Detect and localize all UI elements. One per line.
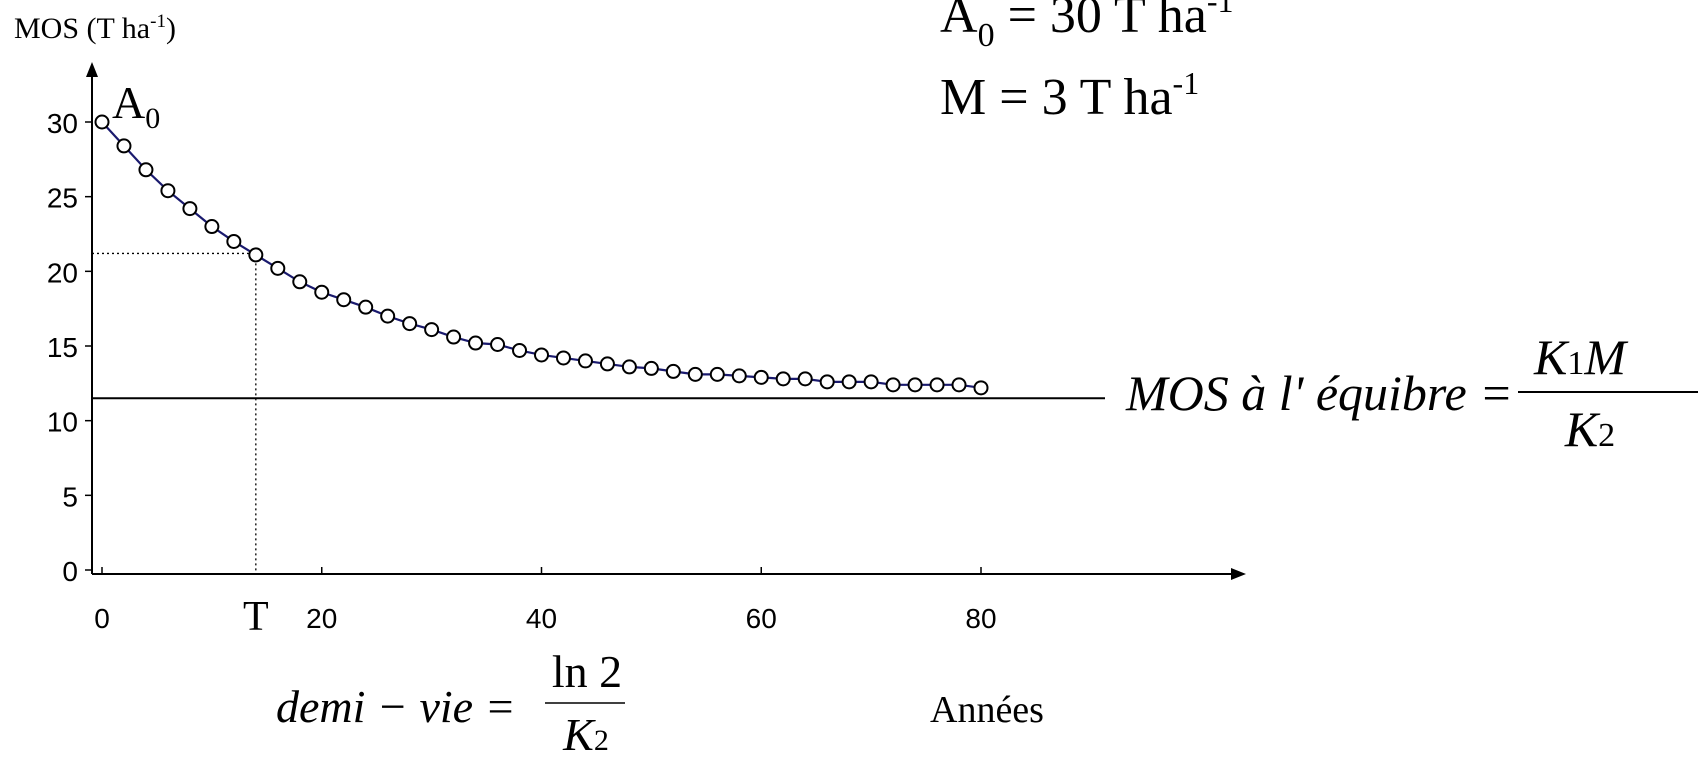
y-axis-arrow xyxy=(86,62,98,77)
x-tick-label: 40 xyxy=(526,603,557,634)
data-point xyxy=(797,371,813,387)
data-point xyxy=(753,369,769,385)
half-life-formula-denominator: K2 xyxy=(562,709,609,757)
y-tick-label: 25 xyxy=(47,183,78,214)
data-point xyxy=(885,377,901,393)
y-tick-label: 5 xyxy=(62,481,78,512)
data-point xyxy=(841,374,857,390)
data-point xyxy=(270,260,286,276)
x-tick-label: 60 xyxy=(746,603,777,634)
data-point xyxy=(424,322,440,338)
data-point xyxy=(555,350,571,366)
a0-parameter: A0 = 30 T ha-1 xyxy=(940,0,1234,54)
half-life-guides xyxy=(92,252,1105,574)
y-tick-label: 0 xyxy=(62,556,78,587)
y-ticks: 0 5 10 15 20 25 30 xyxy=(47,108,92,587)
data-point xyxy=(248,247,264,263)
x-ticks: 0 20 40 60 80 xyxy=(94,567,997,634)
data-point xyxy=(512,342,528,358)
equilibrium-formula-denominator: K2 xyxy=(1564,401,1615,457)
data-point xyxy=(446,329,462,345)
y-tick-label: 20 xyxy=(47,257,78,288)
x-tick-label: 20 xyxy=(306,603,337,634)
data-point xyxy=(709,366,725,382)
data-point xyxy=(204,219,220,235)
data-point xyxy=(731,368,747,384)
half-life-formula-lhs: demi − vie = xyxy=(276,681,516,732)
y-tick-label: 30 xyxy=(47,108,78,139)
data-point xyxy=(94,114,110,130)
x-axis-title: Années xyxy=(930,689,1044,731)
data-point xyxy=(358,299,374,315)
half-life-t-label: T xyxy=(243,594,269,640)
y-axis-title: MOS (T ha-1) xyxy=(14,11,176,45)
data-point xyxy=(775,371,791,387)
data-point xyxy=(863,374,879,390)
data-point xyxy=(973,380,989,396)
data-point xyxy=(665,363,681,379)
y-tick-label: 15 xyxy=(47,332,78,363)
data-point xyxy=(292,274,308,290)
data-point xyxy=(643,360,659,376)
x-tick-label: 80 xyxy=(965,603,996,634)
equilibrium-formula-numerator: K1M xyxy=(1533,329,1628,385)
data-point xyxy=(577,353,593,369)
data-point xyxy=(116,138,132,154)
m-parameter: M = 3 T ha-1 xyxy=(940,65,1199,126)
data-point xyxy=(951,377,967,393)
data-point xyxy=(621,359,637,375)
data-point xyxy=(468,335,484,351)
x-tick-label: 0 xyxy=(94,603,110,634)
data-point xyxy=(138,162,154,178)
data-point xyxy=(380,308,396,324)
data-points xyxy=(94,114,989,396)
data-point xyxy=(819,374,835,390)
equilibrium-formula-lhs: MOS à l' équibre = xyxy=(1125,365,1513,421)
half-life-formula-numerator: ln 2 xyxy=(552,646,622,697)
y-tick-label: 10 xyxy=(47,407,78,438)
data-point xyxy=(687,366,703,382)
data-point xyxy=(226,233,242,249)
data-point xyxy=(160,183,176,199)
data-point xyxy=(599,356,615,372)
data-point xyxy=(336,292,352,308)
data-point xyxy=(534,347,549,363)
data-point xyxy=(402,316,418,332)
data-point xyxy=(907,377,923,393)
data-point xyxy=(314,284,330,300)
data-point xyxy=(929,377,945,393)
data-point xyxy=(182,201,198,217)
a0-point-label: A0 xyxy=(112,77,160,135)
x-axis-arrow xyxy=(1231,568,1246,580)
axes xyxy=(86,62,1246,580)
data-point xyxy=(490,337,506,353)
